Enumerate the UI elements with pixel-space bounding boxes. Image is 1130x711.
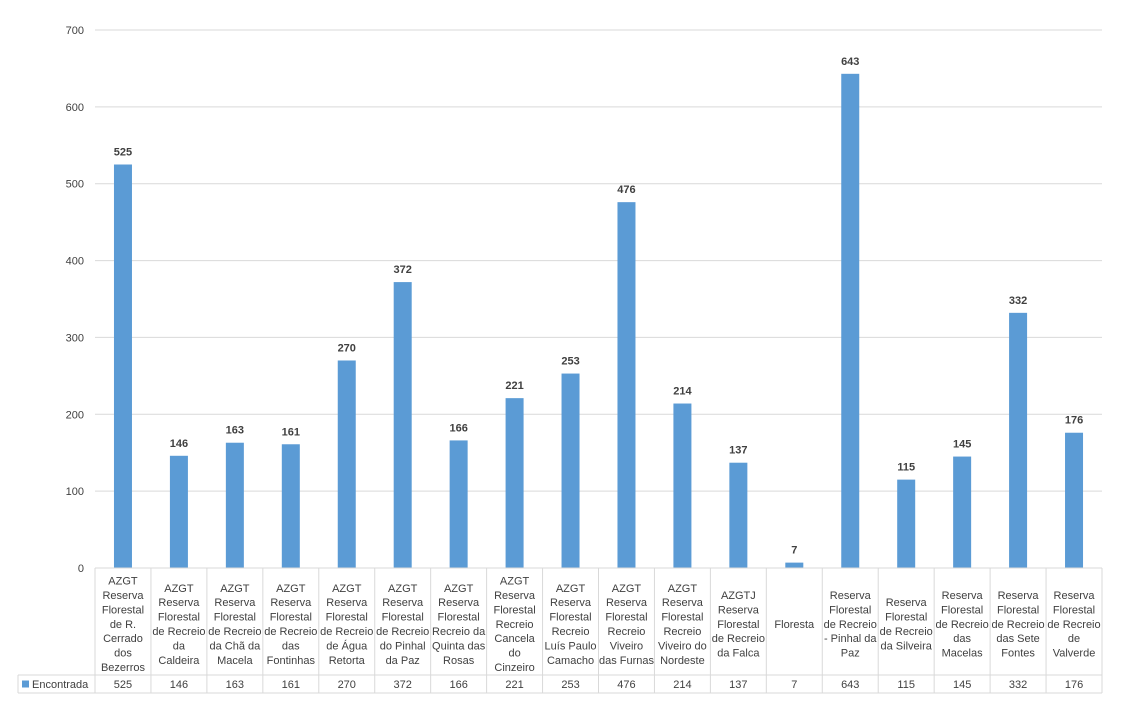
table-value: 176 <box>1065 679 1083 691</box>
bar <box>897 479 916 568</box>
category-label: Reserva Florestal de Recreio das Sete Fontes <box>991 590 1044 660</box>
category-label: Reserva Florestal de Recreio da Silveira <box>880 597 933 652</box>
category-label: AZGT Reserva Florestal de Recreio de Água Ret… <box>320 583 373 667</box>
bar <box>1009 312 1028 568</box>
data-label: 372 <box>394 264 412 276</box>
bar <box>729 462 748 568</box>
category-label: AZGT Reserva Florestal Recreio Cancela do Cinz… <box>493 576 535 674</box>
data-label: 161 <box>282 426 300 438</box>
category-label: AZGT Reserva Florestal Recreio da Quinta das… <box>432 583 486 667</box>
y-tick-label: 500 <box>66 179 84 191</box>
legend-label: Encontrada <box>32 679 89 691</box>
bar <box>169 455 188 568</box>
category-label: AZGT Reserva Florestal Recreio Luís Paulo Cam… <box>545 583 597 667</box>
data-label: 137 <box>729 445 747 457</box>
data-label: 176 <box>1065 415 1083 427</box>
data-label: 7 <box>791 545 797 557</box>
table-value: 643 <box>841 679 859 691</box>
category-label: Floresta <box>774 619 815 631</box>
data-label: 332 <box>1009 295 1027 307</box>
category-label: AZGT Reserva Florestal Recreio Viveiro das Fu… <box>599 583 655 667</box>
category-label: Reserva Florestal de Recreio de Valverde <box>1047 590 1100 660</box>
data-table: AZGT Reserva Florestal de R. Cerrado dos Bezer… <box>17 567 1103 694</box>
table-value: 137 <box>729 679 747 691</box>
category-label: Reserva Florestal de Recreio das Macelas <box>936 590 989 660</box>
table-value: 270 <box>338 679 356 691</box>
data-labels: 525 146 163 161 270 372 166 221 253 476 214 137 7 643… <box>114 56 1083 557</box>
data-label: 166 <box>449 422 467 434</box>
bars <box>113 73 1084 569</box>
gridlines <box>95 29 1102 569</box>
data-label: 115 <box>897 462 915 474</box>
table-value: 166 <box>449 679 467 691</box>
table-value: 372 <box>394 679 412 691</box>
data-label: 163 <box>226 425 244 437</box>
data-label: 221 <box>505 380 523 392</box>
category-label: AZGT Reserva Florestal de Recreio da Caldeira <box>152 583 205 667</box>
y-tick-label: 700 <box>66 25 84 37</box>
y-axis-ticks: 0 100 200 300 400 500 600 700 <box>66 25 84 575</box>
bar <box>953 456 972 568</box>
table-value: 253 <box>561 679 579 691</box>
data-label: 476 <box>617 184 635 196</box>
category-label: AZGT Reserva Florestal Recreio Viveiro do Nor… <box>658 583 707 667</box>
bar <box>393 282 412 568</box>
table-value: 221 <box>505 679 523 691</box>
category-label: AZGT Reserva Florestal de Recreio da Chã da M… <box>208 583 261 667</box>
y-tick-label: 300 <box>66 332 84 344</box>
bar <box>505 398 524 568</box>
data-label: 214 <box>673 386 692 398</box>
table-value: 214 <box>673 679 691 691</box>
y-tick-label: 400 <box>66 256 84 268</box>
y-tick-label: 100 <box>66 486 84 498</box>
bar <box>1065 432 1084 568</box>
table-value: 146 <box>170 679 188 691</box>
data-label: 270 <box>338 342 356 354</box>
data-label: 146 <box>170 438 188 450</box>
table-value: 145 <box>953 679 971 691</box>
y-tick-label: 0 <box>78 563 84 575</box>
bar <box>449 440 468 568</box>
category-label: AZGT Reserva Florestal de Recreio das Fontinh… <box>264 583 317 667</box>
table-value: 163 <box>226 679 244 691</box>
bar <box>337 360 356 568</box>
category-label: AZGTJ Reserva Florestal de Recreio da Falca <box>712 590 765 660</box>
bar <box>785 562 804 568</box>
bar <box>617 202 636 568</box>
data-label: 145 <box>953 439 971 451</box>
table-value: 7 <box>791 679 797 691</box>
y-tick-label: 200 <box>66 409 84 421</box>
category-label: Reserva Florestal de Recreio - Pinhal da Paz <box>824 590 878 660</box>
data-label: 253 <box>561 356 579 368</box>
bar <box>561 373 580 568</box>
bar <box>281 444 300 568</box>
category-label: AZGT Reserva Florestal de Recreio do Pinhal d… <box>376 583 429 667</box>
legend-key <box>22 680 29 688</box>
bar <box>225 442 244 568</box>
y-tick-label: 600 <box>66 102 84 114</box>
data-label: 643 <box>841 56 859 68</box>
bar <box>841 73 860 569</box>
bar <box>673 403 692 568</box>
table-value: 476 <box>617 679 635 691</box>
data-label: 525 <box>114 147 132 159</box>
table-value: 332 <box>1009 679 1027 691</box>
table-value: 161 <box>282 679 300 691</box>
table-value: 115 <box>897 679 915 691</box>
bar <box>113 164 132 568</box>
table-value: 525 <box>114 679 132 691</box>
category-label: AZGT Reserva Florestal de R. Cerrado dos Bezer… <box>101 576 146 674</box>
